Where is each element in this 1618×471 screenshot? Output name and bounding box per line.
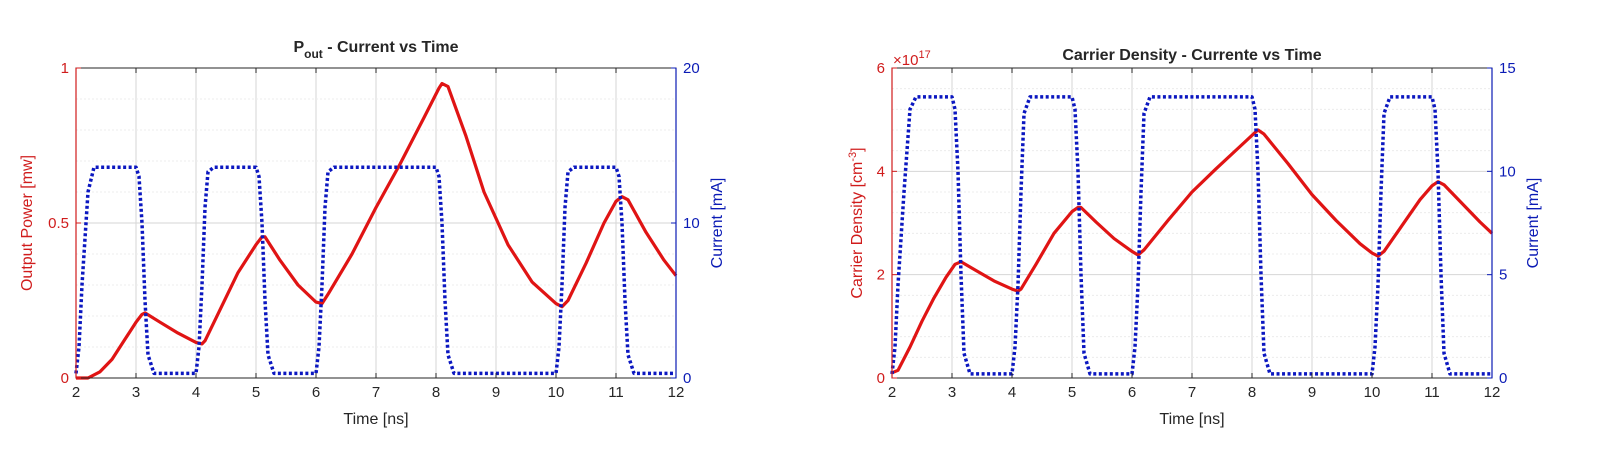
chart-1-y-right-tick-label: 0 <box>1499 370 1507 387</box>
chart-1-y-left-axis-label: Carrier Density [cm-3] <box>847 147 866 298</box>
chart-1-y-left-label-sup: -3 <box>847 152 859 162</box>
chart-0-title-subscript: out <box>304 47 323 61</box>
chart-0-x-tick-label: 10 <box>548 384 565 401</box>
chart-1-y-right-axis-label: Current [mA] <box>1525 178 1542 269</box>
chart-1-x-tick-label: 4 <box>1008 384 1016 401</box>
chart-1-y-left-label-main: Carrier Density [cm <box>849 162 866 299</box>
chart-0-y-right-tick-label: 10 <box>683 215 700 232</box>
chart-1-x-tick-label: 5 <box>1068 384 1076 401</box>
chart-0-title: Pout - Current vs Time <box>293 39 458 61</box>
chart-0-y-right-tick-label: 0 <box>683 370 691 387</box>
chart-1-y-left-tick-label: 4 <box>877 163 885 180</box>
chart-0-y-left-tick-label: 0 <box>61 370 69 387</box>
chart-1-exponent-base: ×10 <box>893 52 918 69</box>
chart-1-x-tick-label: 11 <box>1424 384 1440 401</box>
chart-1-x-tick-label: 6 <box>1128 384 1136 401</box>
chart-1-exponent-power: 17 <box>918 49 930 61</box>
chart-0-x-tick-label: 2 <box>72 384 80 401</box>
chart-0-x-tick-label: 11 <box>608 384 624 401</box>
chart-1-y-left-label-end: ] <box>849 147 866 151</box>
chart-0-x-tick-label: 6 <box>312 384 320 401</box>
chart-0-x-tick-label: 3 <box>132 384 140 401</box>
chart-1-y-left-tick-label: 2 <box>877 267 885 284</box>
chart-0-x-tick-label: 7 <box>372 384 380 401</box>
chart-1-grid <box>892 68 1492 378</box>
chart-1-x-tick-label: 7 <box>1188 384 1196 401</box>
chart-0-title-suffix: - Current vs Time <box>323 39 459 56</box>
chart-1-x-tick-label: 10 <box>1364 384 1381 401</box>
chart-1-y-left-tick-label: 0 <box>877 370 885 387</box>
chart-0-curves <box>74 81 678 380</box>
chart-0-grid <box>76 68 676 378</box>
chart-1-x-tick-label: 9 <box>1308 384 1316 401</box>
chart-1-exponent-label: ×1017 <box>893 49 931 69</box>
chart-0-y-right-axis-label: Current [mA] <box>709 178 726 269</box>
chart-1-y-right-tick-label: 15 <box>1499 60 1516 77</box>
chart-1-y-right-tick-label: 10 <box>1499 163 1516 180</box>
chart-0-y-left-axis-label: Output Power [mw] <box>19 155 36 291</box>
chart-1-series-left-line <box>891 128 1494 375</box>
chart-1-y-left-tick-label: 6 <box>877 60 885 77</box>
chart-1-x-tick-label: 2 <box>888 384 896 401</box>
chart-1-x-tick-label: 12 <box>1484 384 1501 401</box>
chart-1-x-tick-label: 8 <box>1248 384 1256 401</box>
chart-0-title-main: P <box>293 39 304 56</box>
chart-0-x-tick-label: 8 <box>432 384 440 401</box>
chart-1-x-axis-label: Time [ns] <box>1159 411 1224 428</box>
chart-0-x-tick-label: 9 <box>492 384 500 401</box>
chart-1-x-tick-label: 3 <box>948 384 956 401</box>
chart-1-title: Carrier Density - Currente vs Time <box>1062 47 1321 64</box>
chart-0-x-tick-label: 5 <box>252 384 260 401</box>
chart-0-x-tick-label: 12 <box>668 384 685 401</box>
chart-0-y-left-tick-label: 1 <box>61 60 69 77</box>
chart-1-y-right-tick-label: 5 <box>1499 267 1507 284</box>
chart-0-series-left-line <box>76 81 678 380</box>
chart-0-y-left-tick-label: 0.5 <box>48 215 69 232</box>
chart-0-y-right-tick-label: 20 <box>683 60 700 77</box>
chart-0-x-tick-label: 4 <box>192 384 200 401</box>
chart-0-x-axis-label: Time [ns] <box>343 411 408 428</box>
